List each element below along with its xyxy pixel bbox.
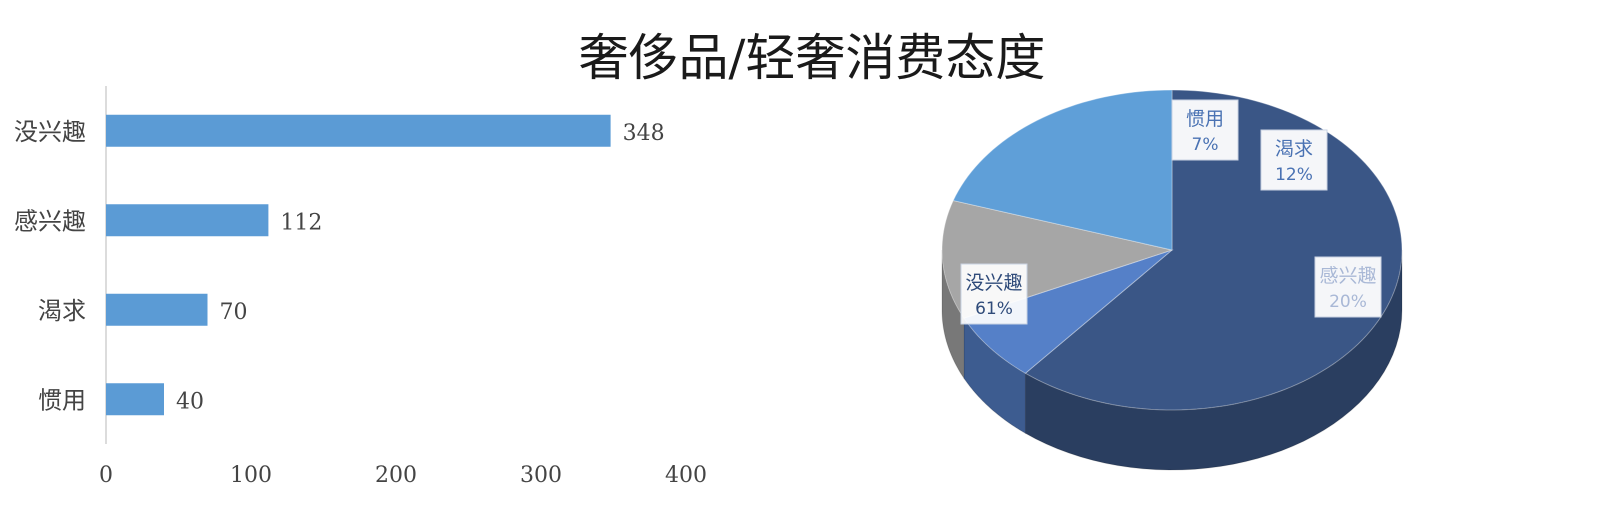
x-tick-label: 200 <box>375 463 417 488</box>
pie-percent-label: 7% <box>1192 135 1219 155</box>
x-tick-label: 0 <box>99 463 113 488</box>
pie-percent-label: 12% <box>1275 165 1313 185</box>
pie-label-box-3 <box>1314 256 1382 318</box>
pie-percent-label: 61% <box>975 299 1013 319</box>
pie-label-box-1 <box>1171 99 1239 161</box>
category-label: 惯用 <box>38 386 86 414</box>
pie-label-box-0 <box>960 263 1028 325</box>
pie-slice-1 <box>963 249 1173 374</box>
pie-sides <box>941 249 1403 471</box>
data-label: 70 <box>220 300 248 325</box>
x-tick-label: 300 <box>520 463 562 488</box>
pie-labels: 没兴趣 61% 惯用 7% 渴求 12% 感兴趣 20% <box>960 99 1382 325</box>
bar-2 <box>106 293 208 326</box>
pie-slice-3 <box>952 89 1173 251</box>
pie-top <box>941 89 1403 411</box>
pie-category-label: 没兴趣 <box>965 272 1022 294</box>
category-label: 没兴趣 <box>14 118 86 146</box>
bar-0 <box>106 114 611 147</box>
category-label: 感兴趣 <box>14 207 86 235</box>
pie-category-label: 惯用 <box>1186 108 1224 130</box>
category-label: 渴求 <box>38 297 86 325</box>
pie-side-1 <box>963 316 1026 435</box>
x-tick-label: 400 <box>665 463 707 488</box>
bar-3 <box>106 383 164 416</box>
x-tick-label: 100 <box>230 463 272 488</box>
pie-category-label: 渴求 <box>1275 138 1313 160</box>
data-label: 40 <box>176 389 204 414</box>
pie-slice-2 <box>941 199 1174 319</box>
pie-side-2 <box>941 249 965 380</box>
chart-title: 奢侈品/轻奢消费态度 <box>578 29 1046 87</box>
pie-side-0 <box>1024 249 1403 471</box>
pie-slice-0 <box>1024 89 1403 411</box>
data-label: 348 <box>623 121 665 146</box>
data-label: 112 <box>280 210 322 235</box>
pie-category-label: 感兴趣 <box>1319 265 1376 287</box>
bar-1 <box>106 204 269 237</box>
pie-label-box-2 <box>1260 129 1328 191</box>
pie-percent-label: 20% <box>1329 292 1367 312</box>
